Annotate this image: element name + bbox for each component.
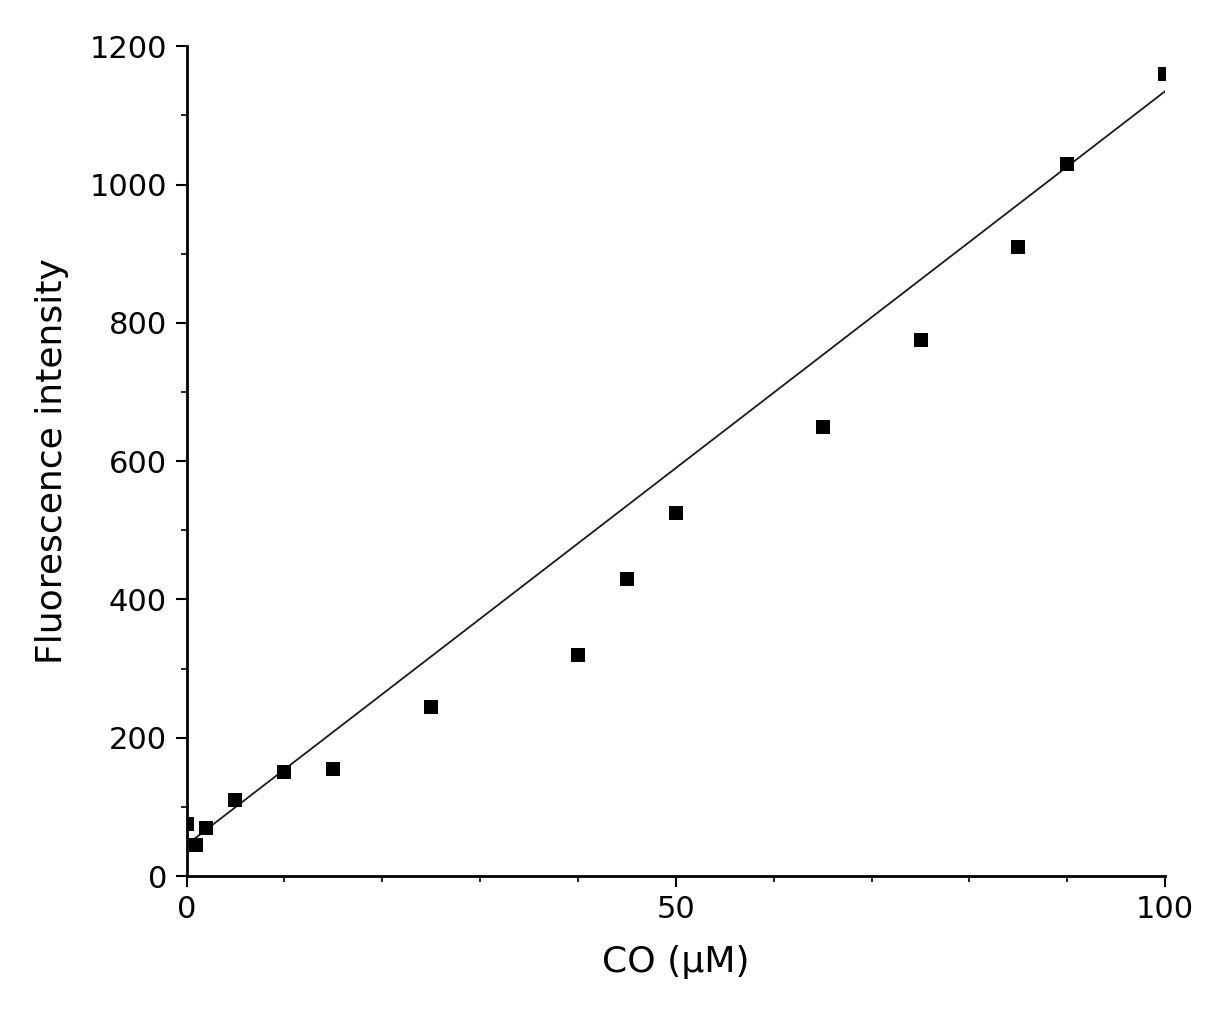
- Y-axis label: Fluorescence intensity: Fluorescence intensity: [34, 259, 69, 664]
- Point: [1009, 238, 1029, 255]
- Point: [177, 816, 197, 832]
- Point: [911, 332, 930, 348]
- Point: [812, 419, 832, 435]
- Point: [274, 765, 294, 781]
- Point: [666, 505, 686, 521]
- Point: [323, 760, 343, 777]
- Point: [1155, 66, 1175, 82]
- Point: [1057, 156, 1077, 172]
- Point: [197, 819, 216, 836]
- Point: [617, 571, 637, 587]
- Point: [422, 699, 441, 715]
- Point: [226, 792, 246, 808]
- X-axis label: CO (μM): CO (μM): [602, 945, 750, 980]
- Point: [187, 837, 206, 853]
- Point: [568, 647, 587, 663]
